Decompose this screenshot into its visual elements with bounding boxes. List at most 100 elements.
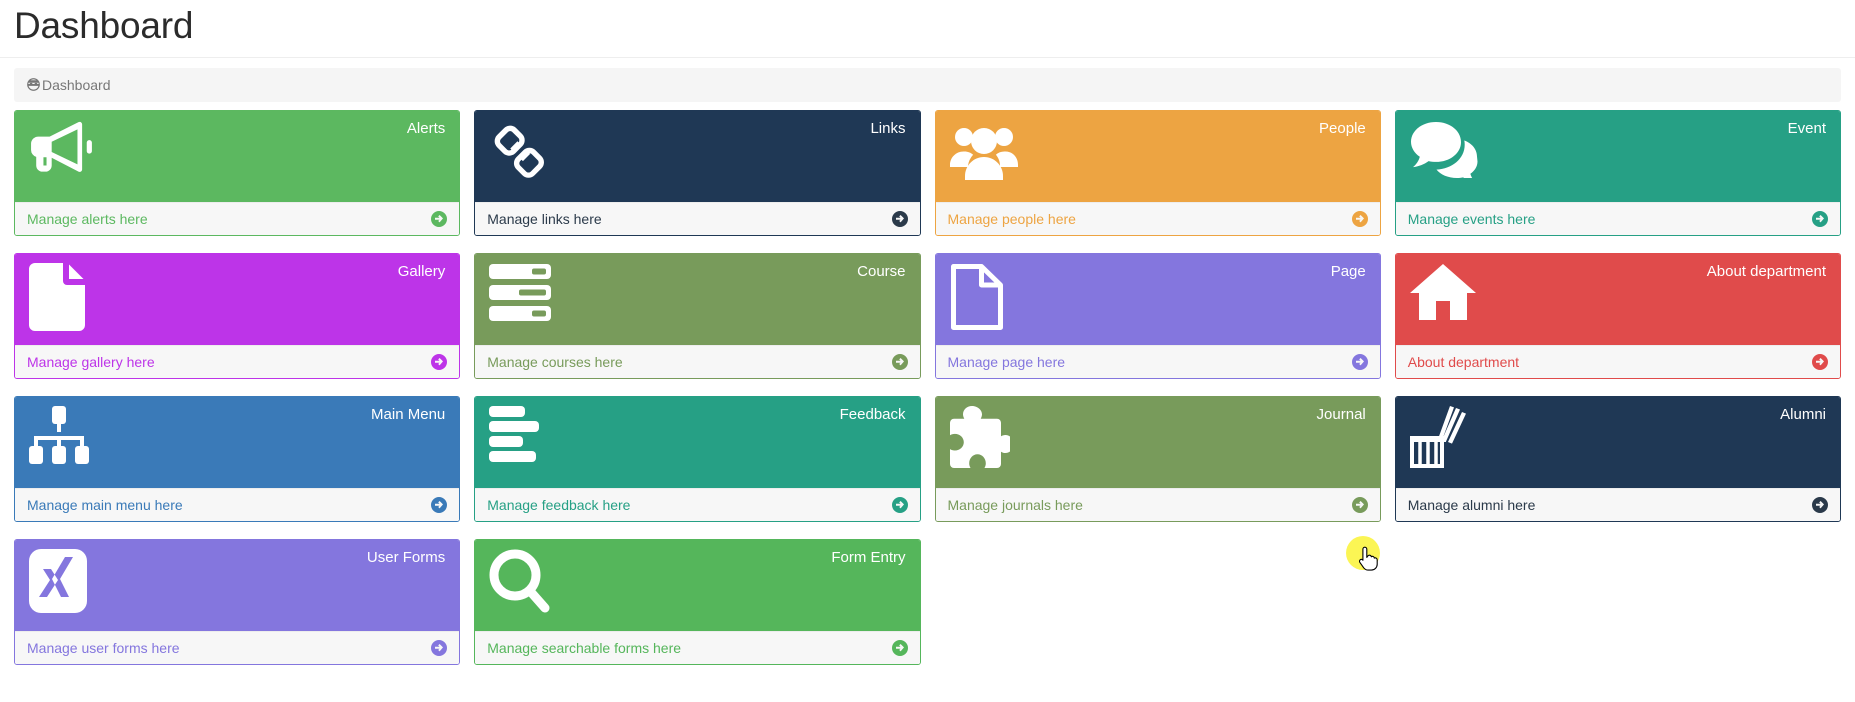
card-footer-link[interactable]: About department: [1395, 344, 1840, 378]
arrow-circle-right-icon[interactable]: [431, 496, 448, 513]
card-footer-text: Manage events here: [1407, 210, 1536, 227]
card-body[interactable]: Course: [475, 253, 920, 345]
arrow-circle-right-icon[interactable]: [1351, 210, 1368, 227]
card-body[interactable]: Feedback: [475, 396, 920, 488]
card-label: Gallery: [397, 262, 446, 280]
dashboard-card-feedback[interactable]: Feedback Manage feedback here: [474, 395, 921, 522]
dashboard-card-links[interactable]: Links Manage links here: [474, 109, 921, 236]
card-footer-link[interactable]: Manage people here: [935, 201, 1380, 235]
file-image-icon: [29, 262, 99, 335]
dashboard-card-alerts[interactable]: Alerts Manage alerts here: [14, 109, 461, 236]
arrow-circle-right-icon[interactable]: [1812, 496, 1828, 513]
dashboard-card-cell: Journal Manage journals here: [928, 395, 1388, 539]
card-footer-link[interactable]: Manage alumni here: [1395, 487, 1840, 521]
xing-square-icon: [29, 548, 99, 621]
card-footer-text: Manage journals here: [947, 496, 1083, 513]
card-body[interactable]: About department: [1395, 253, 1840, 345]
search-icon: [489, 549, 559, 621]
card-label: User Forms: [366, 548, 446, 566]
dashboard-card-cell: About department About department: [1388, 252, 1848, 396]
dashboard-card-journal[interactable]: Journal Manage journals here: [934, 395, 1381, 522]
card-body[interactable]: Event: [1395, 110, 1840, 202]
dashboard-card-course[interactable]: Course Manage courses here: [474, 252, 921, 379]
card-body[interactable]: Links: [475, 110, 920, 202]
arrow-circle-right-icon[interactable]: [891, 353, 908, 370]
dashboard-card-page[interactable]: Page Manage page here: [934, 252, 1381, 379]
dashboard-card-cell: Feedback Manage feedback here: [467, 395, 927, 539]
puzzle-piece-icon: [949, 405, 1020, 478]
arrow-circle-right-icon[interactable]: [891, 210, 908, 227]
card-body[interactable]: Page: [935, 253, 1380, 345]
card-footer-link[interactable]: Manage gallery here: [15, 344, 460, 378]
dashboard-card-alumni[interactable]: Alumni Manage alumni here: [1394, 395, 1841, 522]
card-footer-text: Manage main menu here: [27, 496, 183, 513]
breadcrumb-item-dashboard[interactable]: Dashboard: [42, 76, 111, 93]
card-body[interactable]: Alerts: [15, 110, 460, 202]
card-body[interactable]: Gallery: [15, 253, 460, 345]
card-footer-link[interactable]: Manage searchable forms here: [475, 630, 920, 664]
dashboard-card-cell: Gallery Manage gallery here: [7, 252, 467, 396]
card-footer-link[interactable]: Manage events here: [1395, 201, 1840, 235]
dashboard-card-gallery[interactable]: Gallery Manage gallery here: [14, 252, 461, 379]
card-label: Feedback: [839, 405, 906, 423]
card-footer-text: Manage gallery here: [27, 353, 155, 370]
card-footer-text: About department: [1407, 353, 1520, 370]
server-list-icon: [489, 263, 559, 335]
chain-link-icon: [489, 120, 559, 192]
card-label: Form Entry: [831, 548, 906, 566]
dashboard-card-event[interactable]: Event Manage events here: [1394, 109, 1841, 236]
card-footer-link[interactable]: Manage links here: [475, 201, 920, 235]
card-footer-link[interactable]: Manage user forms here: [15, 630, 460, 664]
card-footer-link[interactable]: Manage page here: [935, 344, 1380, 378]
card-body[interactable]: Form Entry: [475, 539, 920, 631]
dashboard-card-cell: Page Manage page here: [928, 252, 1388, 396]
dashboard-card-user-forms[interactable]: User Forms Manage user forms here: [14, 538, 461, 665]
sitemap-icon: [29, 405, 99, 478]
card-label: Alerts: [406, 119, 446, 137]
card-label: Event: [1787, 119, 1826, 137]
dashboard-card-about-department[interactable]: About department About department: [1394, 252, 1841, 379]
card-footer-text: Manage courses here: [487, 353, 623, 370]
card-label: Links: [870, 119, 906, 137]
card-footer-link[interactable]: Manage journals here: [935, 487, 1380, 521]
card-label: Journal: [1316, 405, 1366, 423]
arrow-circle-right-icon[interactable]: [431, 353, 448, 370]
arrow-circle-right-icon[interactable]: [1812, 210, 1828, 227]
card-body[interactable]: Journal: [935, 396, 1380, 488]
users-group-icon: [949, 120, 1020, 192]
card-body[interactable]: People: [935, 110, 1380, 202]
card-footer-text: Manage links here: [487, 210, 602, 227]
card-footer-link[interactable]: Manage courses here: [475, 344, 920, 378]
dashboard-card-people[interactable]: People Manage people here: [934, 109, 1381, 236]
dashboard-card-form-entry[interactable]: Form Entry Manage searchable forms here: [474, 538, 921, 665]
card-footer-text: Manage searchable forms here: [487, 639, 682, 656]
dashboard-card-cell: Alumni Manage alumni here: [1388, 395, 1848, 539]
dashboard-card-cell: Links Manage links here: [467, 109, 927, 253]
arrow-circle-right-icon[interactable]: [1812, 353, 1828, 370]
card-footer-text: Manage alerts here: [27, 210, 148, 227]
card-label: About department: [1706, 262, 1826, 280]
card-label: People: [1319, 119, 1366, 137]
card-footer-text: Manage alumni here: [1407, 496, 1536, 513]
card-body[interactable]: User Forms: [15, 539, 460, 631]
arrow-circle-right-icon[interactable]: [431, 639, 448, 656]
card-footer-link[interactable]: Manage alerts here: [15, 201, 460, 235]
align-left-icon: [489, 405, 559, 478]
arrow-circle-right-icon[interactable]: [1351, 496, 1368, 513]
card-footer-text: Manage people here: [947, 210, 1076, 227]
arrow-circle-right-icon[interactable]: [891, 639, 908, 656]
page-title: Dashboard: [14, 5, 194, 46]
arrow-circle-right-icon[interactable]: [431, 210, 448, 227]
arrow-circle-right-icon[interactable]: [891, 496, 908, 513]
dashboard-card-main-menu[interactable]: Main Menu Manage main menu here: [14, 395, 461, 522]
dashboard-card-cell: User Forms Manage user forms here: [7, 538, 467, 682]
card-footer-link[interactable]: Manage feedback here: [475, 487, 920, 521]
arrow-circle-right-icon[interactable]: [1351, 353, 1368, 370]
comments-icon: [1410, 120, 1480, 192]
card-body[interactable]: Alumni: [1395, 396, 1840, 488]
bullhorn-icon: [29, 120, 99, 192]
file-icon: [950, 263, 1020, 335]
dashboard-card-cell: People Manage people here: [928, 109, 1388, 253]
card-footer-link[interactable]: Manage main menu here: [15, 487, 460, 521]
card-body[interactable]: Main Menu: [15, 396, 460, 488]
